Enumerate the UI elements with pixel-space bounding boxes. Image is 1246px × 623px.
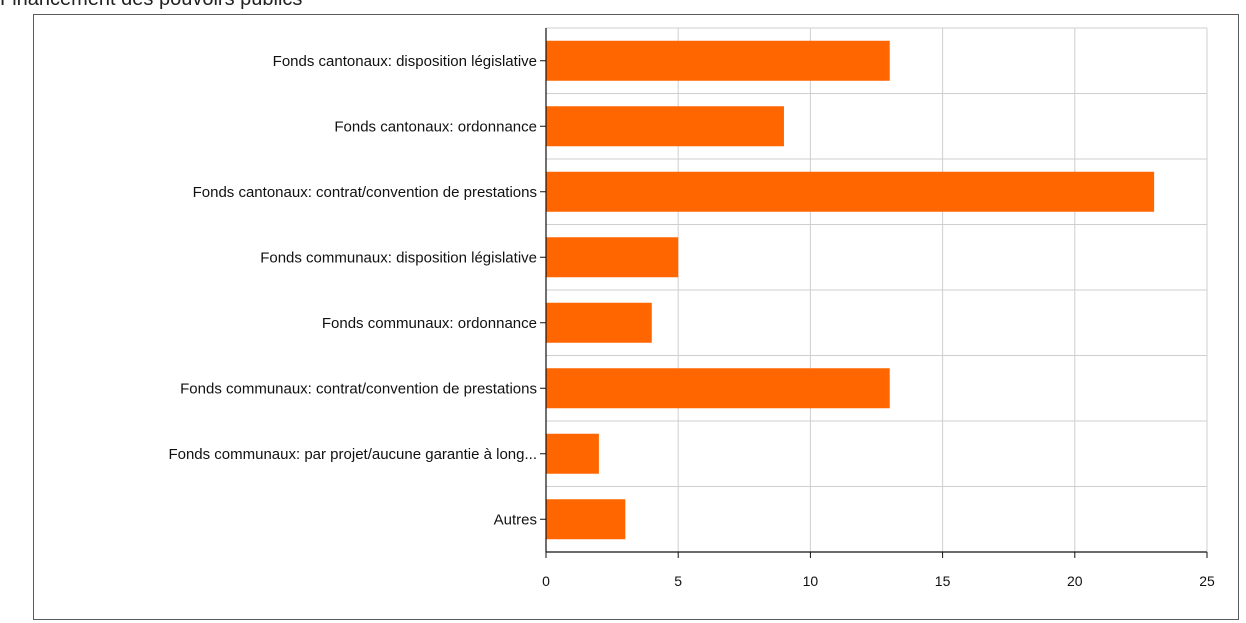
x-tick-label: 15 (935, 573, 951, 589)
category-label: Fonds communaux: contrat/convention de p… (180, 380, 537, 397)
category-label: Fonds cantonaux: contrat/convention de p… (193, 184, 537, 201)
category-label: Fonds communaux: disposition législative (260, 249, 537, 266)
x-tick-label: 0 (542, 573, 550, 589)
bar (546, 171, 1155, 212)
category-label: Fonds communaux: ordonnance (322, 315, 537, 332)
chart-frame (33, 14, 1239, 620)
bar (546, 40, 890, 81)
x-tick-label: 5 (674, 573, 682, 589)
grid-lines (546, 27, 1208, 553)
page-heading: Financement des pouvoirs publics (0, 0, 302, 10)
bar (546, 237, 679, 278)
x-tick-label: 25 (1199, 573, 1215, 589)
category-label: Autres (494, 511, 537, 528)
category-labels: Fonds cantonaux: disposition législative… (168, 53, 537, 529)
bar (546, 499, 626, 540)
category-label: Fonds cantonaux: disposition législative (273, 53, 537, 70)
axes: 0 5 10 15 20 25 (540, 28, 1215, 589)
category-label: Fonds communaux: par projet/aucune garan… (168, 446, 537, 463)
bars (546, 40, 1155, 540)
bar (546, 106, 784, 147)
x-tick-label: 20 (1067, 573, 1083, 589)
x-tick-label: 10 (803, 573, 819, 589)
bar (546, 433, 599, 474)
bar (546, 368, 890, 409)
category-label: Fonds cantonaux: ordonnance (334, 118, 537, 135)
bar (546, 302, 652, 343)
